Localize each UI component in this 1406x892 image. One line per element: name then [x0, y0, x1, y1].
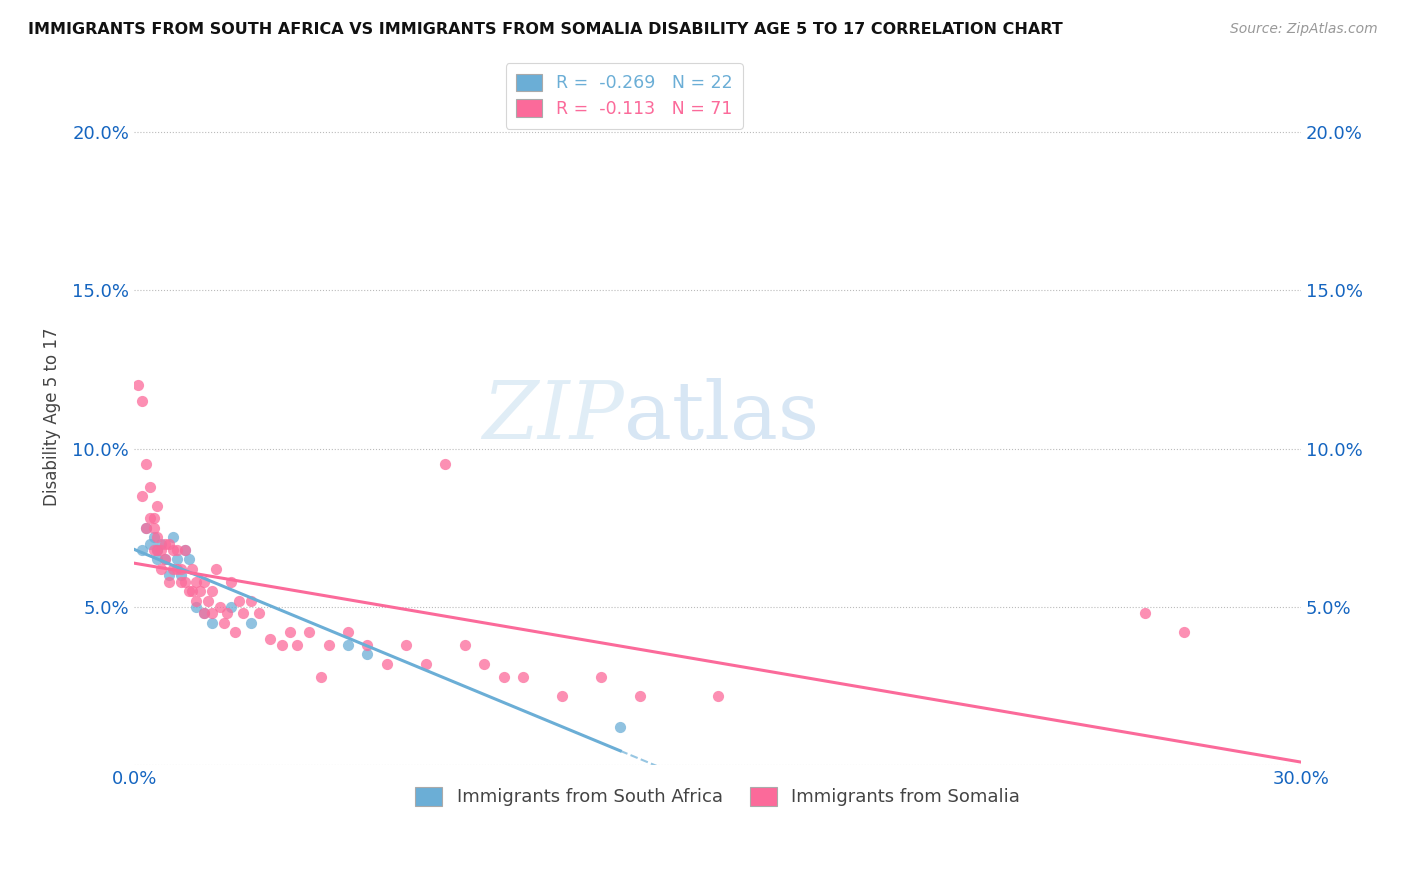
Point: [193, 606, 215, 620]
Point: [186, 574, 208, 589]
Point: [337, 638, 360, 652]
Text: ZIP: ZIP: [482, 378, 624, 456]
Point: [492, 669, 515, 683]
Point: [454, 638, 477, 652]
Point: [201, 615, 224, 630]
Point: [551, 689, 574, 703]
Point: [135, 521, 157, 535]
Point: [278, 625, 301, 640]
Point: [259, 632, 281, 646]
Point: [127, 378, 149, 392]
Point: [186, 599, 208, 614]
Point: [146, 552, 169, 566]
Point: [609, 720, 631, 734]
Point: [173, 542, 195, 557]
Point: [142, 511, 165, 525]
Point: [162, 542, 184, 557]
Point: [193, 574, 215, 589]
Point: [131, 394, 153, 409]
Point: [375, 657, 398, 671]
Point: [228, 593, 250, 607]
Point: [155, 536, 177, 550]
Point: [146, 542, 169, 557]
Point: [1135, 606, 1157, 620]
Point: [173, 542, 195, 557]
Point: [356, 638, 378, 652]
Point: [162, 530, 184, 544]
Point: [239, 615, 262, 630]
Point: [201, 606, 224, 620]
Point: [188, 584, 211, 599]
Point: [170, 568, 193, 582]
Point: [138, 479, 160, 493]
Point: [212, 615, 235, 630]
Point: [706, 689, 728, 703]
Point: [173, 574, 195, 589]
Point: [318, 638, 340, 652]
Point: [628, 689, 651, 703]
Point: [204, 562, 226, 576]
Point: [589, 669, 612, 683]
Point: [186, 593, 208, 607]
Point: [170, 574, 193, 589]
Point: [337, 625, 360, 640]
Point: [162, 562, 184, 576]
Point: [135, 521, 157, 535]
Point: [166, 552, 188, 566]
Point: [146, 499, 169, 513]
Point: [135, 458, 157, 472]
Point: [232, 606, 254, 620]
Text: atlas: atlas: [624, 378, 820, 456]
Point: [177, 584, 200, 599]
Point: [181, 584, 204, 599]
Point: [221, 599, 243, 614]
Point: [157, 536, 180, 550]
Point: [142, 542, 165, 557]
Point: [146, 542, 169, 557]
Point: [224, 625, 246, 640]
Point: [287, 638, 309, 652]
Point: [512, 669, 534, 683]
Y-axis label: Disability Age 5 to 17: Disability Age 5 to 17: [44, 327, 60, 506]
Point: [138, 536, 160, 550]
Point: [157, 568, 180, 582]
Point: [177, 552, 200, 566]
Point: [181, 562, 204, 576]
Point: [157, 574, 180, 589]
Point: [150, 542, 173, 557]
Point: [239, 593, 262, 607]
Point: [1173, 625, 1195, 640]
Point: [298, 625, 321, 640]
Point: [155, 552, 177, 566]
Point: [170, 562, 193, 576]
Point: [247, 606, 270, 620]
Point: [131, 542, 153, 557]
Point: [395, 638, 418, 652]
Point: [146, 530, 169, 544]
Point: [138, 511, 160, 525]
Legend: Immigrants from South Africa, Immigrants from Somalia: Immigrants from South Africa, Immigrants…: [406, 778, 1029, 815]
Text: IMMIGRANTS FROM SOUTH AFRICA VS IMMIGRANTS FROM SOMALIA DISABILITY AGE 5 TO 17 C: IMMIGRANTS FROM SOUTH AFRICA VS IMMIGRAN…: [28, 22, 1063, 37]
Point: [150, 536, 173, 550]
Point: [270, 638, 292, 652]
Point: [131, 489, 153, 503]
Point: [217, 606, 239, 620]
Point: [221, 574, 243, 589]
Point: [434, 458, 457, 472]
Point: [150, 562, 173, 576]
Point: [472, 657, 495, 671]
Point: [142, 521, 165, 535]
Point: [309, 669, 332, 683]
Point: [166, 542, 188, 557]
Point: [166, 562, 188, 576]
Point: [142, 530, 165, 544]
Point: [356, 648, 378, 662]
Point: [155, 552, 177, 566]
Point: [201, 584, 224, 599]
Point: [193, 606, 215, 620]
Point: [197, 593, 219, 607]
Text: Source: ZipAtlas.com: Source: ZipAtlas.com: [1230, 22, 1378, 37]
Point: [208, 599, 231, 614]
Point: [415, 657, 437, 671]
